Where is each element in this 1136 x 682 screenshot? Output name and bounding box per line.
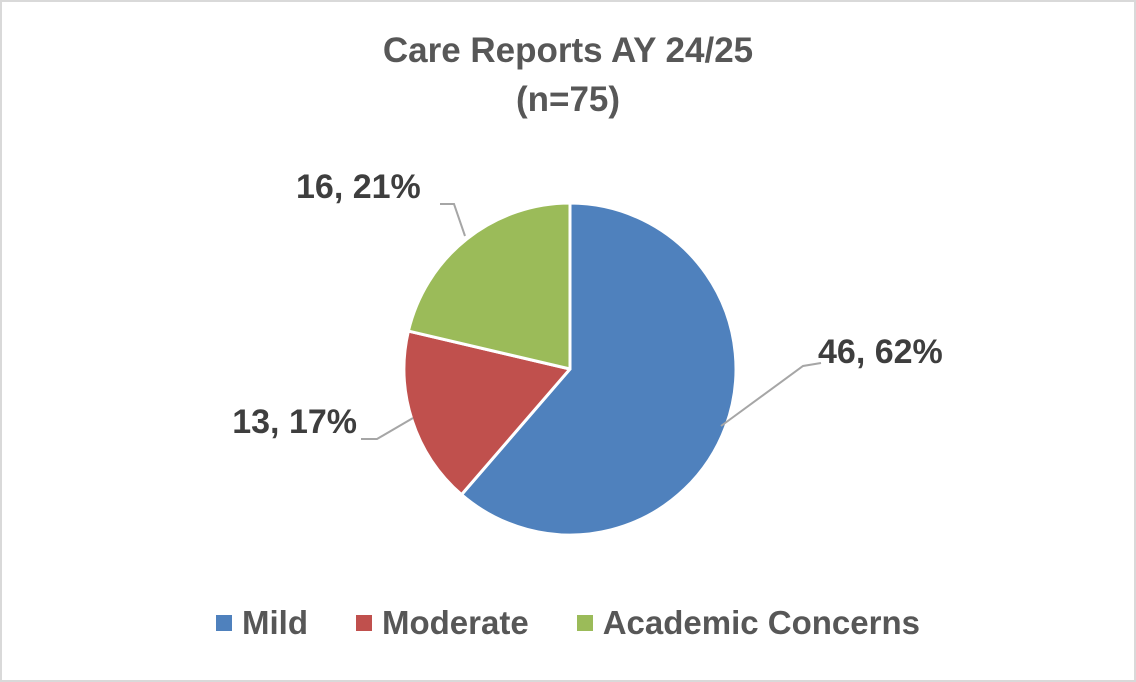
data-label-academic-concerns: 16, 21% — [296, 168, 421, 206]
legend-label-moderate: Moderate — [381, 604, 529, 641]
legend-marker-mild — [216, 615, 232, 631]
legend: Mild Moderate Academic Concerns — [2, 603, 1134, 643]
chart-title: Care Reports AY 24/25 (n=75) — [2, 26, 1134, 124]
leader-line-moderate — [361, 417, 414, 440]
chart-title-line2: (n=75) — [515, 80, 621, 119]
pie-slice-academic-concerns[interactable] — [406, 201, 572, 371]
legend-marker-academic-concerns — [576, 615, 593, 631]
legend-item-moderate[interactable]: Moderate — [355, 603, 529, 643]
data-label-mild: 46, 62% — [818, 333, 943, 371]
legend-label-academic-concerns: Academic Concerns — [602, 604, 920, 641]
pie-slice-mild[interactable] — [460, 201, 738, 537]
leader-line-mild — [720, 362, 822, 427]
data-label-moderate: 13, 17% — [232, 403, 357, 441]
pie-slices — [402, 201, 738, 537]
legend-marker-moderate — [355, 615, 372, 631]
pie-slice-moderate[interactable] — [402, 329, 572, 497]
legend-label-mild: Mild — [242, 604, 308, 641]
chart-title-line1: Care Reports AY 24/25 — [382, 31, 754, 70]
legend-item-academic-concerns[interactable]: Academic Concerns — [576, 603, 920, 643]
legend-item-mild[interactable]: Mild — [216, 603, 308, 643]
leader-line-academic-concerns — [440, 203, 466, 237]
